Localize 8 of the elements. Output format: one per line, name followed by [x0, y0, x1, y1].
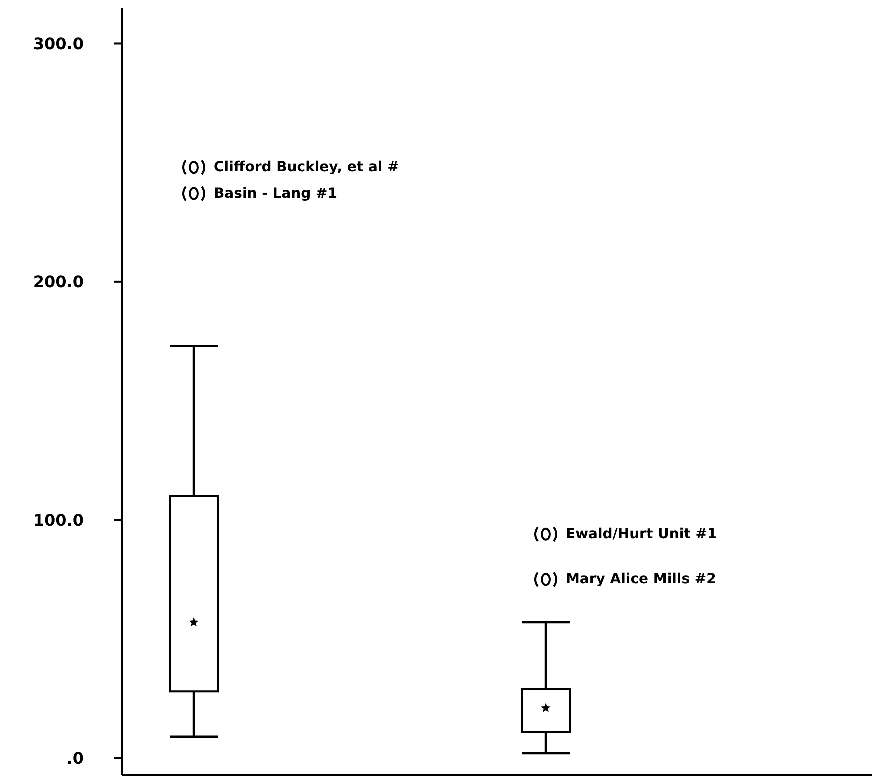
annotation: Basin - Lang #1 — [214, 186, 338, 202]
y-tick-label: .0 — [66, 749, 84, 768]
annotation: Ewald/Hurt Unit #1 — [566, 526, 718, 542]
annotation: Clifford Buckley, et al # — [214, 160, 400, 176]
y-tick-label: 200.0 — [33, 272, 84, 292]
y-tick-label: 100.0 — [33, 510, 84, 530]
annotation: Mary Alice Mills #2 — [566, 572, 716, 588]
y-tick-label: 300.0 — [33, 34, 84, 54]
